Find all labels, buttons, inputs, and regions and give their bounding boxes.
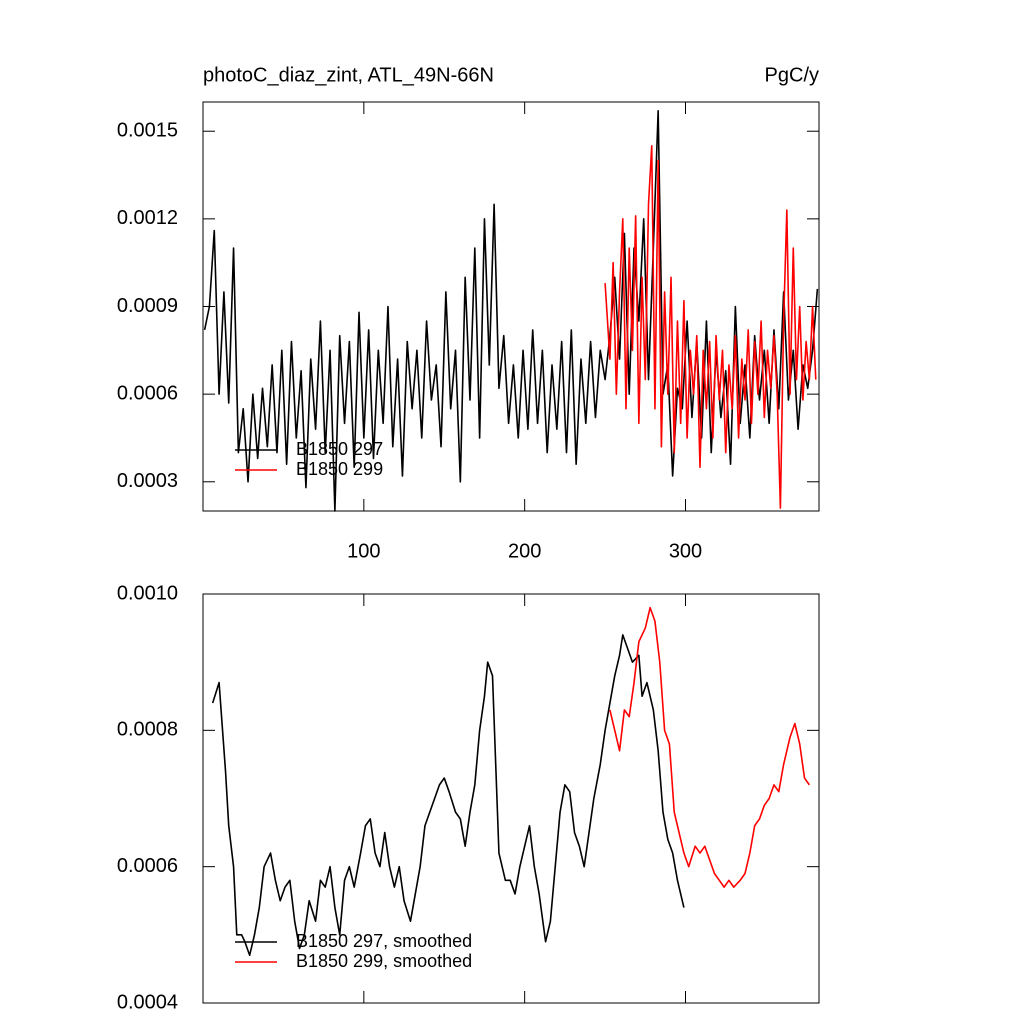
y-tick-label: 0.0006 (117, 382, 178, 404)
legend-label: B1850 299 (296, 459, 383, 479)
legend-label: B1850 297, smoothed (296, 931, 472, 951)
x-tick-label: 200 (508, 540, 541, 562)
y-tick-label: 0.0010 (117, 582, 178, 604)
plot-frame (202, 593, 820, 1004)
y-tick-label: 0.0006 (117, 855, 178, 877)
series-line (609, 606, 811, 888)
series-line (211, 634, 685, 957)
y-tick-label: 0.0009 (117, 295, 178, 317)
y-tick-label: 0.0012 (117, 207, 178, 229)
y-tick-label: 0.0008 (117, 719, 178, 741)
y-tick-label: 0.0004 (117, 991, 178, 1013)
y-tick-label: 0.0015 (117, 119, 178, 141)
y-tick-label: 0.0003 (117, 470, 178, 492)
units-label: PgC/y (765, 64, 819, 86)
x-tick-label: 100 (347, 540, 380, 562)
legend-label: B1850 297 (296, 439, 383, 459)
x-tick-label: 300 (669, 540, 702, 562)
legend-label: B1850 299, smoothed (296, 951, 472, 971)
series-line (604, 145, 817, 509)
chart-title: photoC_diaz_zint, ATL_49N-66N (203, 64, 494, 86)
